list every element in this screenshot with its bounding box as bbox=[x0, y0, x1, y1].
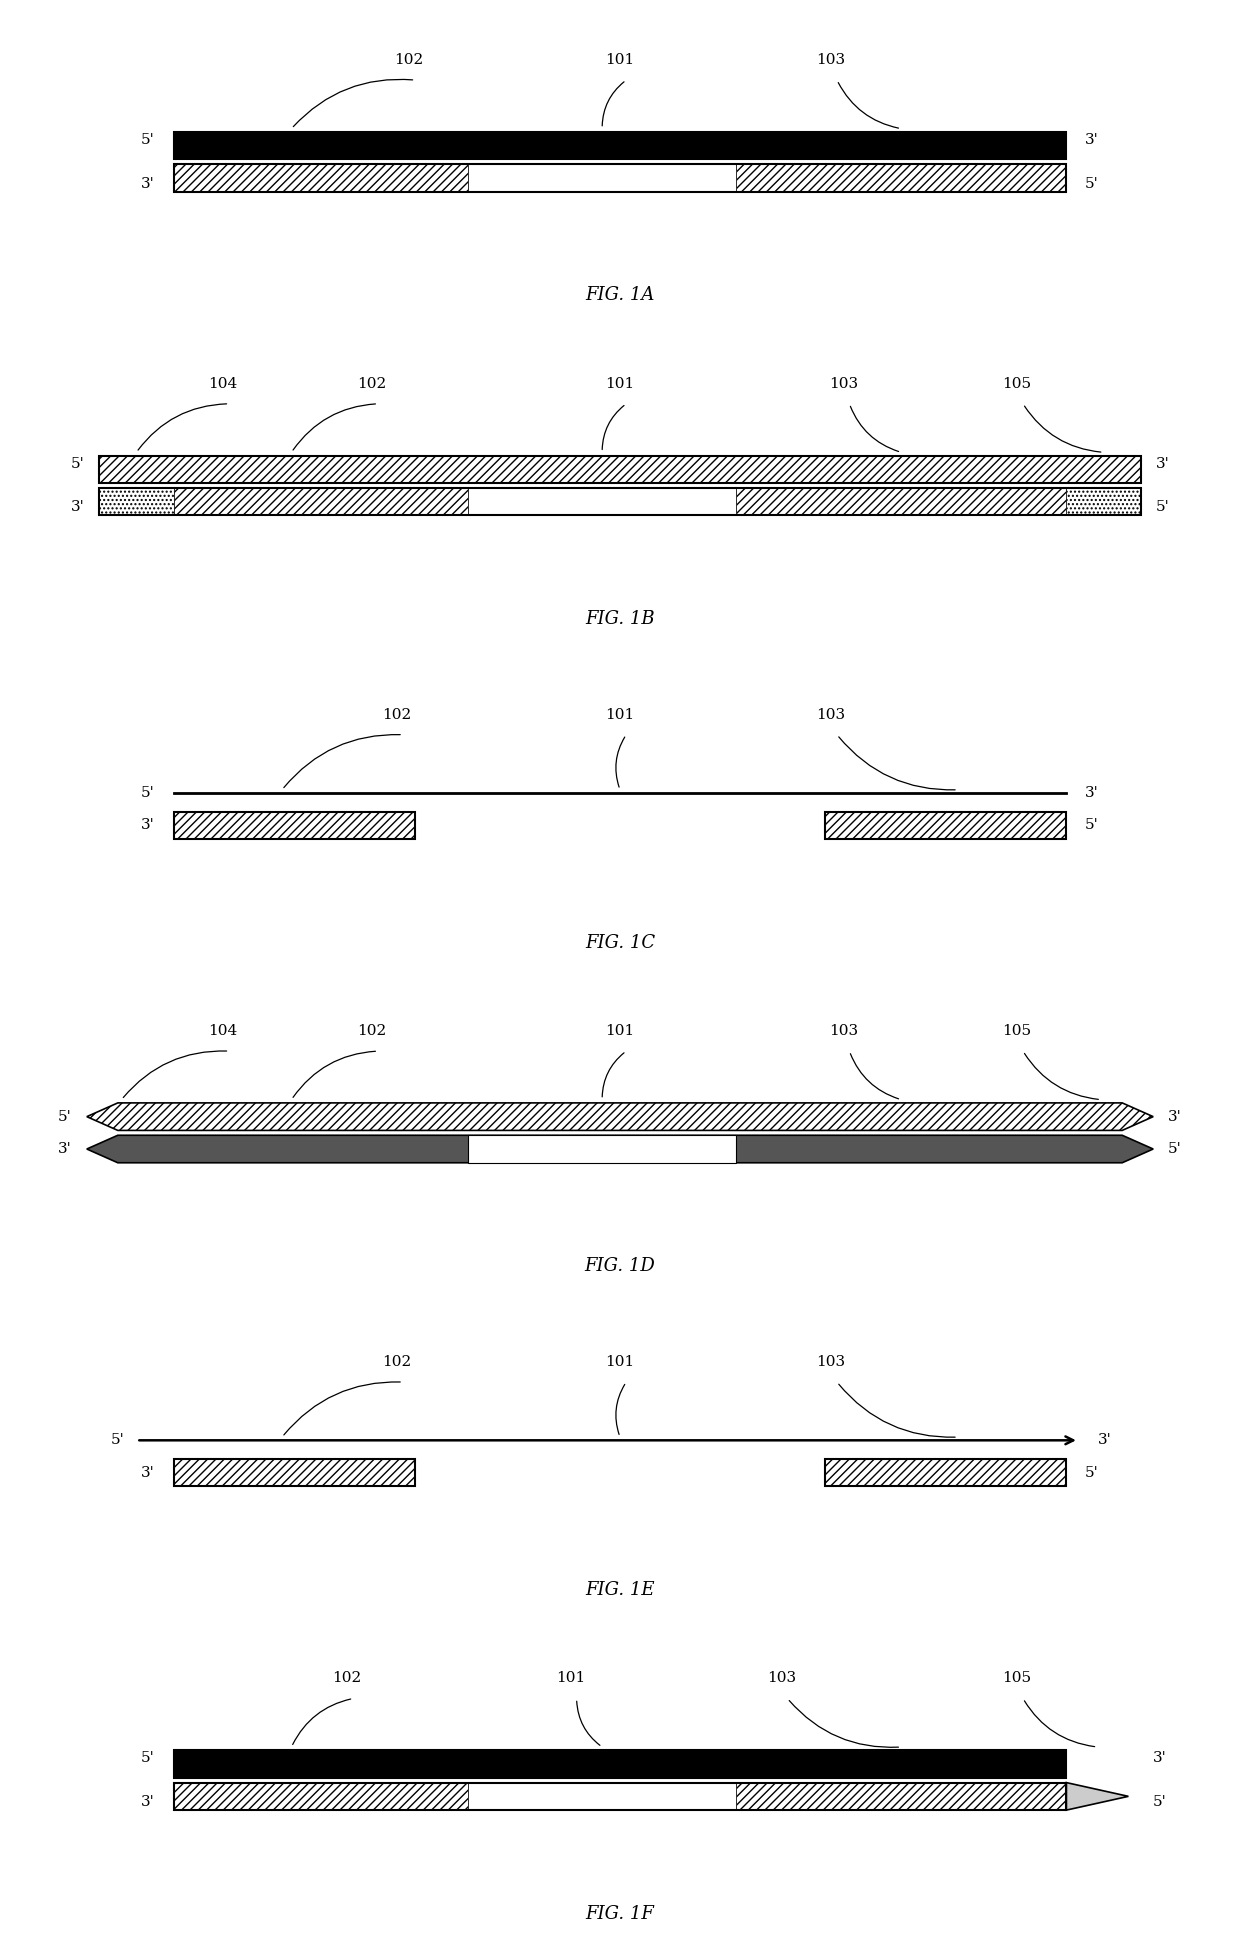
Text: 104: 104 bbox=[208, 377, 238, 390]
Bar bbox=[174, 165, 1066, 192]
Text: 5': 5' bbox=[1156, 501, 1169, 515]
Text: 101: 101 bbox=[605, 1023, 635, 1039]
Text: 3': 3' bbox=[1156, 456, 1169, 470]
Bar bbox=[174, 165, 469, 192]
Text: 102: 102 bbox=[382, 1356, 412, 1369]
Bar bbox=[99, 456, 1141, 484]
Bar bbox=[826, 812, 1066, 839]
Text: FIG. 1D: FIG. 1D bbox=[584, 1256, 656, 1276]
Text: 3': 3' bbox=[1085, 134, 1099, 148]
Text: 5': 5' bbox=[1085, 177, 1099, 190]
Bar bbox=[174, 1783, 1066, 1810]
Text: 5': 5' bbox=[141, 787, 155, 800]
Bar bbox=[826, 812, 1066, 839]
Bar bbox=[469, 1136, 737, 1163]
Text: 5': 5' bbox=[1085, 818, 1099, 833]
Text: 3': 3' bbox=[141, 1794, 155, 1808]
Bar bbox=[99, 487, 174, 515]
Bar bbox=[737, 487, 1066, 515]
Text: 5': 5' bbox=[141, 134, 155, 148]
Text: 105: 105 bbox=[1002, 377, 1032, 390]
Text: 102: 102 bbox=[332, 1672, 362, 1686]
Text: 105: 105 bbox=[1002, 1672, 1032, 1686]
Text: 5': 5' bbox=[110, 1433, 124, 1447]
Text: 102: 102 bbox=[382, 707, 412, 722]
Text: 101: 101 bbox=[605, 377, 635, 390]
Polygon shape bbox=[1066, 1783, 1128, 1810]
Text: 5': 5' bbox=[1085, 1466, 1099, 1480]
Text: 101: 101 bbox=[605, 707, 635, 722]
Bar bbox=[826, 1458, 1066, 1486]
Bar bbox=[174, 1458, 414, 1486]
Text: 5': 5' bbox=[1153, 1794, 1167, 1808]
Text: 5': 5' bbox=[71, 456, 84, 470]
Text: FIG. 1E: FIG. 1E bbox=[585, 1581, 655, 1598]
Text: FIG. 1A: FIG. 1A bbox=[585, 285, 655, 305]
Text: 3': 3' bbox=[141, 1466, 155, 1480]
Bar bbox=[469, 1783, 737, 1810]
Text: FIG. 1F: FIG. 1F bbox=[585, 1905, 655, 1923]
Text: 103: 103 bbox=[828, 377, 858, 390]
Bar bbox=[99, 456, 1141, 484]
Polygon shape bbox=[87, 1103, 1153, 1130]
Bar bbox=[1066, 487, 1141, 515]
Text: 5': 5' bbox=[58, 1109, 72, 1124]
Text: 3': 3' bbox=[71, 501, 84, 515]
Bar bbox=[826, 1458, 1066, 1486]
Bar bbox=[174, 1458, 414, 1486]
Bar bbox=[174, 812, 414, 839]
Text: 5': 5' bbox=[141, 1752, 155, 1765]
Text: 3': 3' bbox=[58, 1142, 72, 1155]
Text: 103: 103 bbox=[828, 1023, 858, 1039]
Text: 101: 101 bbox=[605, 52, 635, 68]
Bar bbox=[737, 165, 1066, 192]
Text: 103: 103 bbox=[816, 707, 846, 722]
Polygon shape bbox=[87, 1136, 1153, 1163]
Text: 103: 103 bbox=[816, 1356, 846, 1369]
Text: 3': 3' bbox=[141, 818, 155, 833]
Bar bbox=[174, 132, 1066, 159]
Text: FIG. 1B: FIG. 1B bbox=[585, 610, 655, 627]
Text: FIG. 1C: FIG. 1C bbox=[585, 934, 655, 952]
Text: 103: 103 bbox=[816, 52, 846, 68]
Text: 3': 3' bbox=[1097, 1433, 1111, 1447]
Bar bbox=[469, 487, 737, 515]
Text: 3': 3' bbox=[1153, 1752, 1167, 1765]
Text: 101: 101 bbox=[556, 1672, 585, 1686]
Text: 5': 5' bbox=[1168, 1142, 1182, 1155]
Text: 3': 3' bbox=[1085, 787, 1099, 800]
Bar bbox=[174, 487, 469, 515]
Bar bbox=[469, 165, 737, 192]
Bar bbox=[174, 1783, 469, 1810]
Bar bbox=[174, 1750, 1066, 1777]
Bar bbox=[174, 812, 414, 839]
Text: 3': 3' bbox=[141, 177, 155, 190]
Text: 101: 101 bbox=[605, 1356, 635, 1369]
Text: 3': 3' bbox=[1168, 1109, 1182, 1124]
Text: 103: 103 bbox=[766, 1672, 796, 1686]
Text: 105: 105 bbox=[1002, 1023, 1032, 1039]
Text: 104: 104 bbox=[208, 1023, 238, 1039]
Bar bbox=[99, 487, 1141, 515]
Text: 102: 102 bbox=[357, 377, 387, 390]
Text: 102: 102 bbox=[394, 52, 424, 68]
Bar bbox=[737, 1783, 1066, 1810]
Text: 102: 102 bbox=[357, 1023, 387, 1039]
